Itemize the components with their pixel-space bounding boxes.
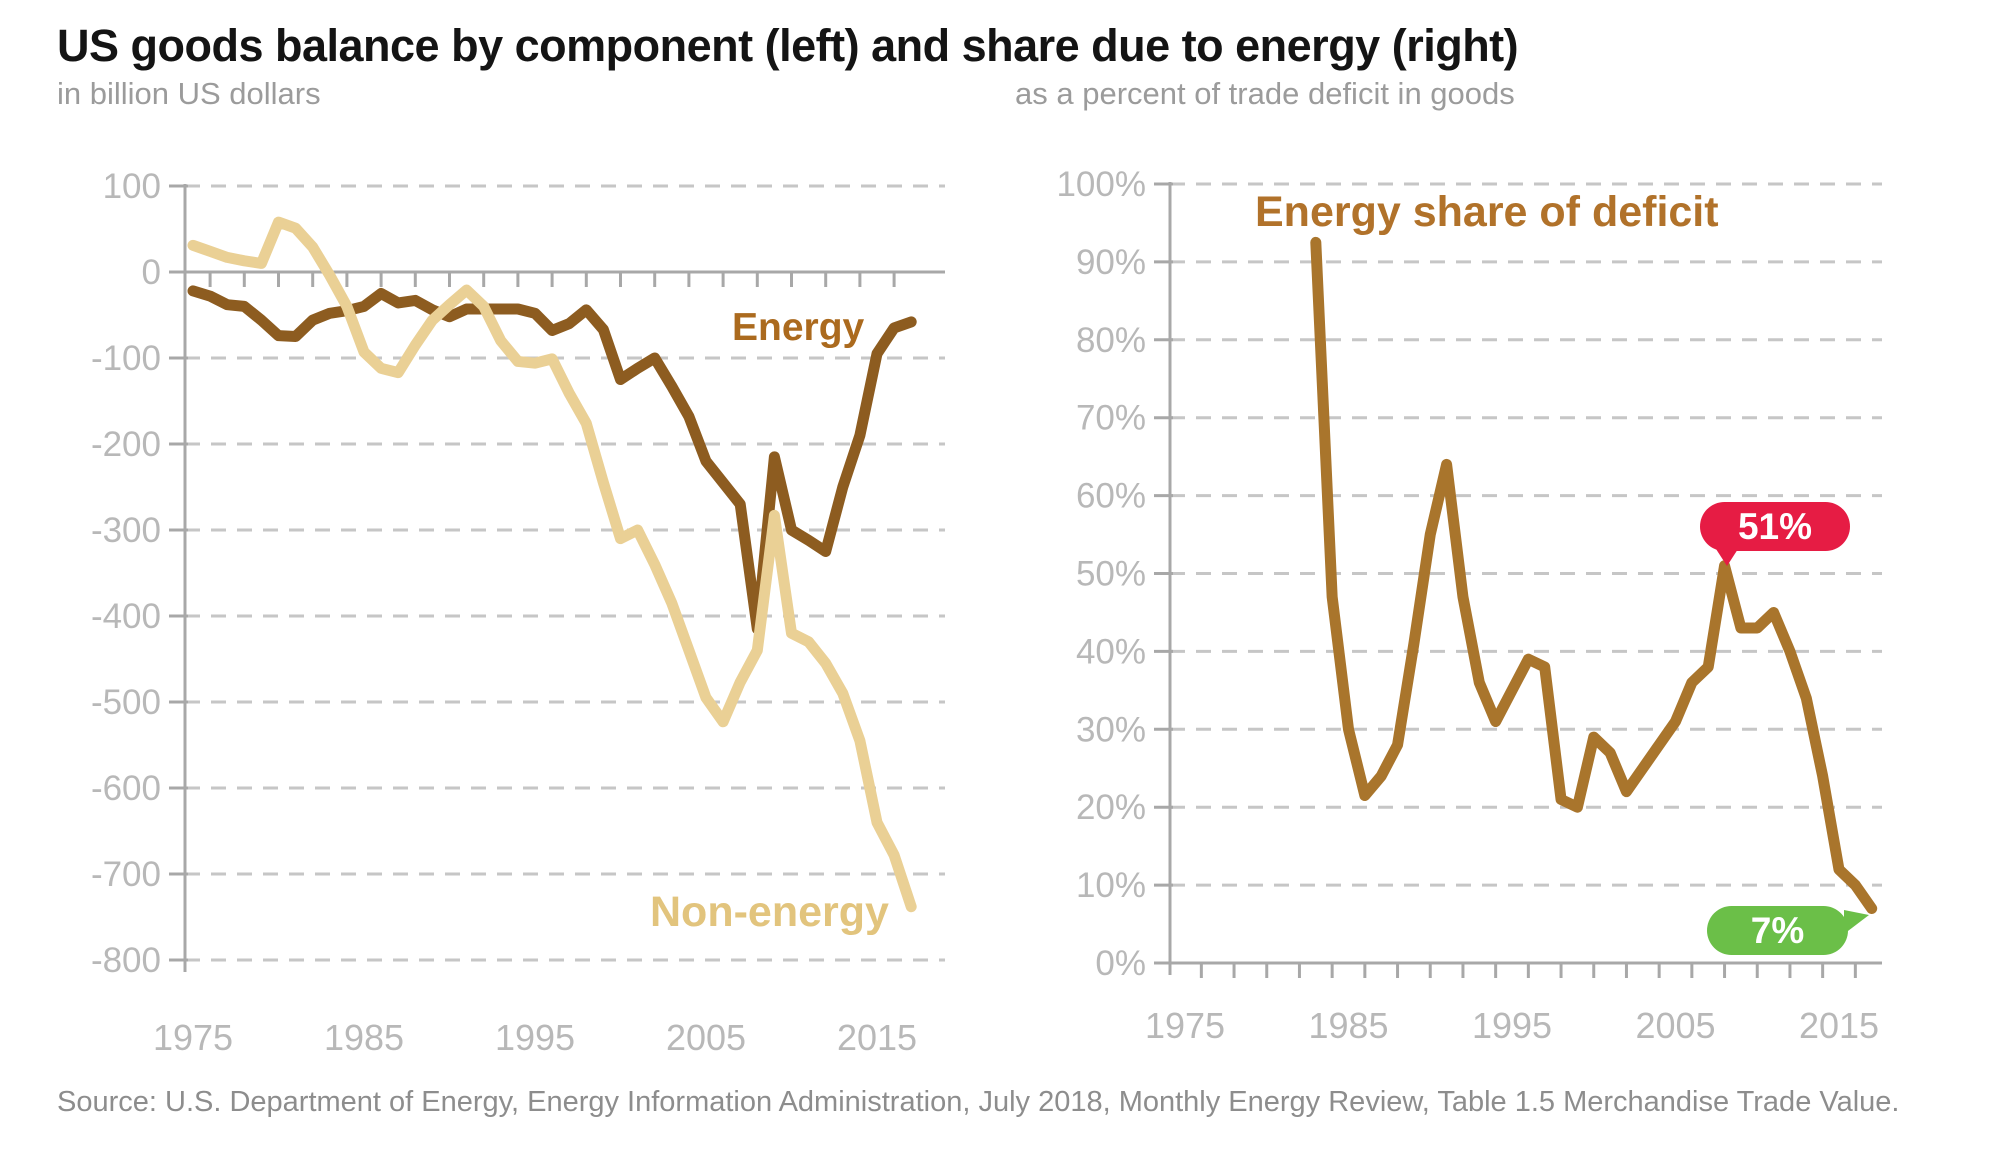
- x-tick-label: 1985: [324, 1017, 404, 1058]
- y-tick-label: 0: [142, 253, 161, 292]
- left-chart-subtitle: in billion US dollars: [57, 76, 321, 111]
- x-tick-label: 1985: [1308, 1005, 1388, 1046]
- y-tick-label: 0%: [1095, 944, 1146, 983]
- y-tick-label: 40%: [1076, 632, 1146, 671]
- callout-51-text: 51%: [1737, 506, 1813, 547]
- y-tick-label: 80%: [1076, 321, 1146, 360]
- y-tick-label: -400: [91, 597, 161, 636]
- energy-share-title-label: Energy share of deficit: [1255, 188, 1719, 236]
- x-tick-label: 1995: [1472, 1005, 1552, 1046]
- x-tick-label: 1975: [1145, 1005, 1225, 1046]
- y-tick-label: -600: [91, 769, 161, 808]
- x-tick-label: 1975: [153, 1017, 233, 1058]
- x-tick-label: 2005: [1635, 1005, 1715, 1046]
- x-tick-label: 1995: [495, 1017, 575, 1058]
- page-title: US goods balance by component (left) and…: [57, 20, 1519, 71]
- y-tick-label: 30%: [1076, 710, 1146, 749]
- series-line-non-energy: [187, 216, 917, 913]
- callout-7-percent: 7%: [1707, 906, 1869, 955]
- non-energy-series-label: Non-energy: [650, 888, 889, 936]
- y-tick-label: 20%: [1076, 788, 1146, 827]
- x-tick-label: 2015: [1799, 1005, 1879, 1046]
- y-tick-label: -500: [91, 683, 161, 722]
- y-tick-label: -300: [91, 511, 161, 550]
- y-tick-label: 50%: [1076, 555, 1146, 594]
- y-tick-label: 100%: [1056, 165, 1146, 204]
- y-tick-label: 90%: [1076, 243, 1146, 282]
- right-chart: 100% 90% 80% 70% 60% 50% 40% 30% 20% 10% 0% 1975 198…: [1056, 165, 1882, 1046]
- y-tick-label: 100: [103, 167, 161, 206]
- y-tick-label: -200: [91, 425, 161, 464]
- y-tick-label: 70%: [1076, 399, 1146, 438]
- y-tick-label: -700: [91, 855, 161, 894]
- x-tick-label: 2005: [666, 1017, 746, 1058]
- y-tick-label: 10%: [1076, 866, 1146, 905]
- y-tick-label: -100: [91, 339, 161, 378]
- y-tick-label: -800: [91, 941, 161, 980]
- right-chart-subtitle: as a percent of trade deficit in goods: [1015, 76, 1515, 111]
- series-line-energy: [187, 285, 917, 635]
- energy-series-label: Energy: [732, 306, 865, 349]
- left-chart: 100 0 -100 -200 -300 -400 -500 -600 -700 -800 1975…: [91, 167, 945, 1058]
- x-tick-label: 2015: [837, 1017, 917, 1058]
- source-note: Source: U.S. Department of Energy, Energ…: [57, 1086, 1900, 1118]
- callout-7-text: 7%: [1750, 910, 1805, 951]
- series-line-energy-share-of-deficit: [1310, 236, 1878, 914]
- callout-51-percent: 51%: [1700, 502, 1850, 566]
- y-tick-label: 60%: [1076, 477, 1146, 516]
